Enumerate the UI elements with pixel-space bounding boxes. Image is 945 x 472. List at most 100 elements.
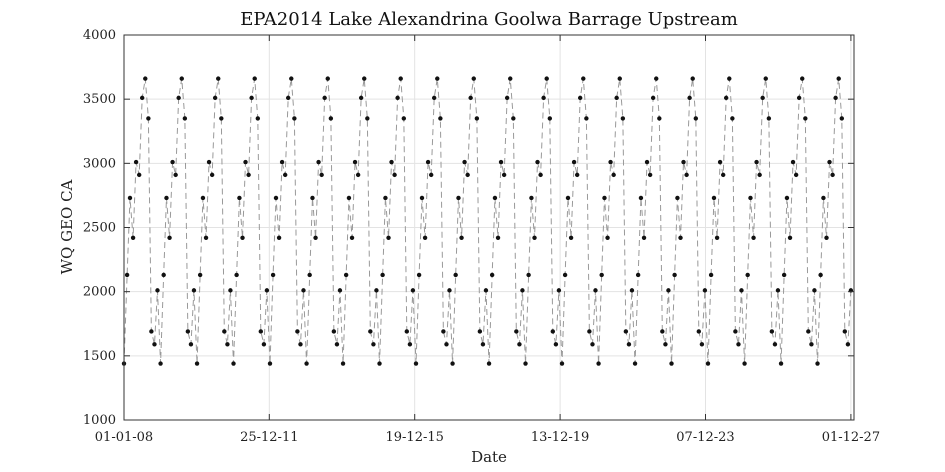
data-point [742, 361, 747, 366]
data-point [355, 172, 361, 178]
data-point [684, 172, 689, 178]
data-point [365, 116, 370, 121]
data-point [748, 195, 753, 201]
data-point [428, 172, 434, 178]
x-tick-label: 01-12-27 [822, 430, 880, 445]
data-point [787, 235, 793, 240]
data-point [343, 272, 349, 278]
data-point [523, 361, 528, 366]
data-point [480, 342, 486, 347]
data-point [514, 329, 519, 334]
data-point [498, 159, 504, 165]
x-tick-label: 25-12-11 [240, 430, 298, 445]
data-point [641, 235, 647, 240]
data-point [845, 342, 851, 347]
data-point [337, 288, 343, 293]
plot-area [121, 76, 854, 366]
data-point [830, 172, 835, 178]
data-point [349, 235, 355, 240]
data-point [185, 329, 191, 334]
data-point [237, 195, 242, 201]
data-point [447, 288, 452, 293]
data-point [757, 172, 762, 178]
data-point [587, 329, 592, 334]
data-point [733, 329, 738, 334]
data-point [167, 235, 172, 240]
data-point [520, 288, 525, 293]
data-point [374, 288, 379, 293]
data-point [793, 172, 799, 178]
data-point [392, 172, 397, 178]
data-point [200, 195, 206, 201]
data-point [800, 76, 805, 81]
data-point [629, 288, 635, 293]
data-point [383, 195, 388, 201]
data-point [638, 195, 644, 201]
data-point [264, 288, 270, 293]
data-point [769, 329, 775, 334]
data-point [775, 288, 781, 293]
data-point [647, 172, 653, 178]
data-point [206, 159, 212, 165]
data-point [136, 172, 142, 178]
data-point [216, 76, 221, 81]
data-point [362, 76, 367, 81]
data-point [660, 329, 665, 334]
data-point [699, 342, 705, 347]
y-tick-label: 4000 [83, 28, 116, 43]
y-axis-title: WQ GEO CA [58, 179, 76, 274]
data-point [419, 195, 425, 201]
x-tick-label: 01-01-08 [95, 430, 153, 445]
data-point [301, 288, 306, 293]
data-point [325, 76, 330, 81]
data-point [711, 195, 717, 201]
x-tick-label: 19-12-15 [385, 430, 443, 445]
data-point [453, 272, 458, 278]
data-point [310, 195, 315, 201]
data-point [289, 76, 294, 81]
data-point [222, 329, 227, 334]
data-point [401, 116, 407, 121]
data-point [766, 116, 772, 121]
data-point [562, 272, 568, 278]
data-point [267, 361, 273, 366]
data-point [225, 342, 230, 347]
data-point [139, 95, 145, 101]
data-point [258, 329, 264, 334]
data-point [654, 76, 659, 81]
data-point [155, 288, 160, 293]
data-point [511, 116, 516, 121]
data-point [809, 342, 814, 347]
data-point [282, 172, 288, 178]
data-point [352, 159, 358, 165]
data-point [827, 159, 832, 165]
data-point [571, 159, 577, 165]
data-point [778, 361, 784, 366]
data-point [450, 361, 455, 366]
data-point [581, 76, 586, 81]
data-point [285, 95, 291, 101]
data-point [526, 272, 531, 278]
data-point [796, 95, 802, 101]
data-point [465, 172, 470, 178]
data-point [133, 159, 139, 165]
data-point [535, 159, 540, 165]
data-point [249, 95, 254, 101]
data-point [608, 159, 613, 165]
chart-title: EPA2014 Lake Alexandrina Goolwa Barrage … [240, 9, 738, 30]
data-point [824, 235, 829, 240]
data-point [486, 361, 492, 366]
data-point [547, 116, 553, 121]
data-point [690, 76, 695, 81]
data-point [739, 288, 744, 293]
data-point [784, 195, 790, 201]
data-point [693, 116, 699, 121]
data-point [577, 95, 583, 101]
data-point [754, 159, 759, 165]
data-point [188, 342, 194, 347]
y-tick-label: 2500 [83, 221, 116, 236]
data-point [270, 272, 276, 278]
data-point [818, 272, 823, 278]
data-point [663, 342, 668, 347]
